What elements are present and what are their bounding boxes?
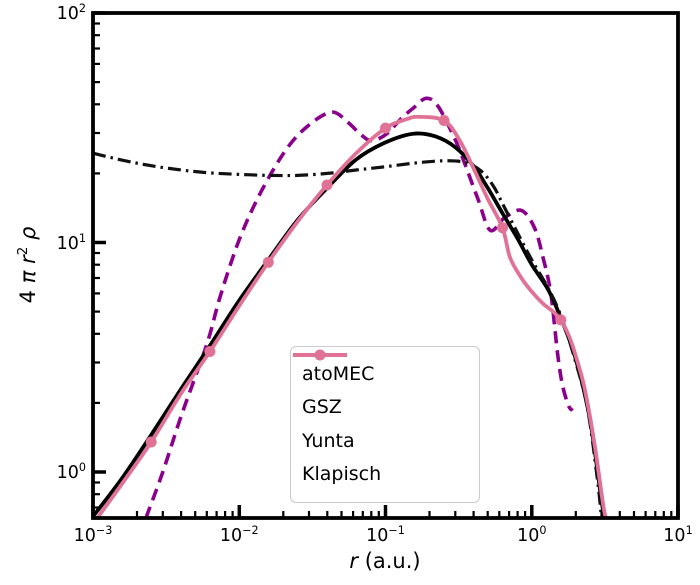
y-axis-label: 4 π r2 ρ (16, 226, 40, 304)
x-tick-label: 101 (663, 524, 693, 546)
x-tick-label: 10−3 (73, 524, 113, 546)
legend-item-klapisch: Klapisch (293, 349, 475, 486)
x-tick-label: 10−2 (219, 524, 259, 546)
legend-item-yunta: Yunta (293, 353, 475, 452)
legend-item-gsz: GSZ (293, 353, 475, 419)
legend-label-gsz: GSZ (302, 396, 342, 419)
y-tick-label: 102 (56, 2, 86, 24)
klapisch-marker-line-icon (293, 349, 347, 361)
y-tick-label: 100 (56, 461, 86, 483)
legend: atoMEC GSZ Yunta Klapisch (290, 346, 480, 503)
x-tick-label: 100 (517, 524, 547, 546)
legend-label-atomec: atoMEC (302, 362, 375, 385)
legend-label-yunta: Yunta (302, 429, 355, 452)
legend-label-klapisch: Klapisch (302, 463, 382, 486)
legend-item-atomec: atoMEC (293, 353, 475, 385)
y-tick-label: 101 (56, 231, 86, 254)
x-axis-label: r (a.u.) (349, 549, 421, 573)
x-tick-label: 10−1 (366, 524, 405, 546)
